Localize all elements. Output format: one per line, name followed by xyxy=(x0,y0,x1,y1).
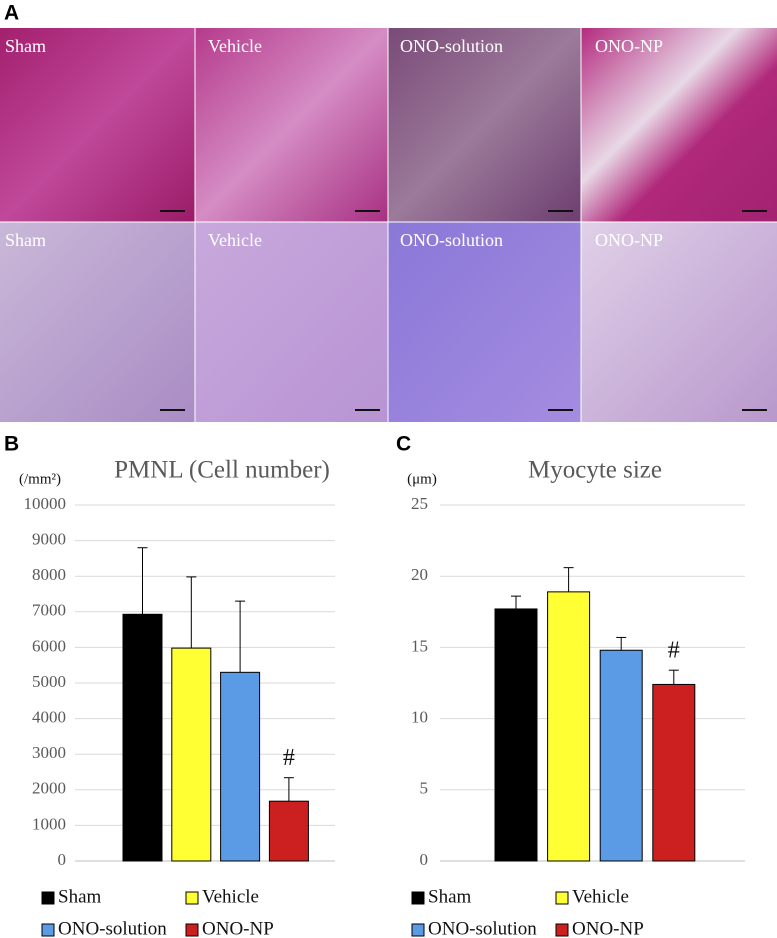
y-tick-label: 10 xyxy=(411,708,428,727)
y-tick-label: 15 xyxy=(411,636,428,655)
legend-swatch xyxy=(555,923,569,937)
histology-image xyxy=(0,28,195,222)
histology-image xyxy=(0,222,195,422)
image-label: Vehicle xyxy=(208,230,262,250)
error-bar xyxy=(137,547,148,615)
image-label: Sham xyxy=(5,230,46,250)
histology-image xyxy=(581,28,777,222)
y-tick-label: 7000 xyxy=(32,601,66,620)
y-tick-label: 4000 xyxy=(32,708,66,727)
legend-swatch xyxy=(185,891,199,905)
legend-swatch xyxy=(185,923,199,937)
legend-swatch xyxy=(411,891,425,905)
annotation: # xyxy=(283,745,295,771)
legend-swatch xyxy=(41,923,55,937)
legend-swatch xyxy=(411,923,425,937)
legend-label: Vehicle xyxy=(202,886,259,907)
histology-image xyxy=(195,222,388,422)
error-bar xyxy=(563,567,574,592)
y-tick-label: 5 xyxy=(420,779,429,798)
bar xyxy=(171,647,212,862)
error-bar xyxy=(511,595,521,609)
error-bar xyxy=(186,576,197,649)
bar xyxy=(547,591,591,862)
legend-label: Sham xyxy=(428,886,472,907)
image-label: Vehicle xyxy=(208,36,262,56)
y-tick-label: 0 xyxy=(420,850,429,869)
y-tick-label: 6000 xyxy=(32,636,66,655)
y-axis-label: (/mm²) xyxy=(19,471,61,487)
chart-title: Myocyte size xyxy=(528,457,662,484)
y-tick-label: 8000 xyxy=(32,565,66,584)
error-bar xyxy=(235,600,246,673)
y-tick-label: 20 xyxy=(411,565,428,584)
image-label: ONO-NP xyxy=(595,36,663,56)
y-tick-label: 2000 xyxy=(32,779,66,798)
y-tick-label: 25 xyxy=(411,494,428,513)
image-label: ONO-NP xyxy=(595,230,663,250)
legend-label: ONO-NP xyxy=(572,918,644,938)
legend-label: Sham xyxy=(58,886,102,907)
bar xyxy=(652,683,696,862)
y-tick-label: 1000 xyxy=(32,814,66,833)
y-tick-label: 0 xyxy=(58,850,67,869)
error-bar xyxy=(668,669,679,685)
histology-image xyxy=(388,222,581,422)
image-label: Sham xyxy=(5,36,46,56)
y-tick-label: 10000 xyxy=(24,494,67,513)
bar xyxy=(122,613,163,862)
chart-title: PMNL (Cell number) xyxy=(114,457,330,484)
y-tick-label: 9000 xyxy=(32,530,66,549)
image-label: ONO-solution xyxy=(400,230,503,250)
error-bar xyxy=(616,636,627,651)
y-tick-label: 3000 xyxy=(32,743,66,762)
image-label: ONO-solution xyxy=(400,36,503,56)
legend-label: Vehicle xyxy=(572,886,629,907)
y-tick-label: 5000 xyxy=(32,672,66,691)
bar xyxy=(220,671,261,862)
histology-image xyxy=(581,222,777,422)
histology-image xyxy=(388,28,581,222)
legend-label: ONO-solution xyxy=(58,918,167,938)
legend-swatch xyxy=(41,891,55,905)
bar xyxy=(599,649,643,862)
panel-label: A xyxy=(4,2,19,25)
histology-grid: Sham Vehicle ONO-solution ONO-NP Sham Ve… xyxy=(0,28,777,422)
bar xyxy=(268,800,309,862)
legend-label: ONO-NP xyxy=(202,918,274,938)
panel-label: C xyxy=(396,433,411,456)
panel-label: B xyxy=(4,433,19,456)
bar xyxy=(494,608,538,862)
legend-swatch xyxy=(555,891,569,905)
error-bar xyxy=(283,777,294,802)
annotation: # xyxy=(668,638,680,664)
legend-label: ONO-solution xyxy=(428,918,537,938)
y-axis-label: (μm) xyxy=(407,471,437,487)
histology-image xyxy=(195,28,388,222)
